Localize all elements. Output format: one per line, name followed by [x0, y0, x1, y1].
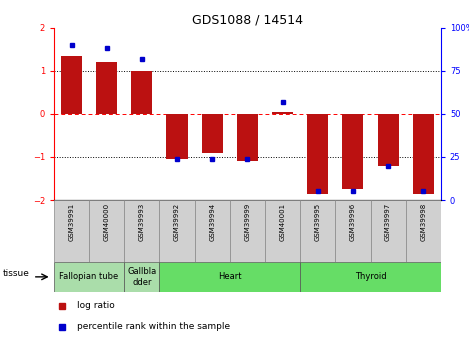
Bar — [342, 114, 363, 189]
Bar — [230, 200, 265, 262]
Bar — [237, 114, 258, 161]
Bar — [406, 200, 441, 262]
Text: GSM39996: GSM39996 — [350, 203, 356, 241]
Bar — [159, 200, 195, 262]
Bar — [202, 114, 223, 152]
Bar — [195, 200, 230, 262]
Text: GSM39995: GSM39995 — [315, 203, 321, 241]
Bar — [61, 56, 82, 114]
Bar — [307, 114, 328, 194]
Text: Thyroid: Thyroid — [355, 272, 386, 282]
Text: GSM39992: GSM39992 — [174, 203, 180, 241]
Bar — [378, 114, 399, 166]
Bar — [272, 112, 293, 114]
Text: Heart: Heart — [218, 272, 242, 282]
Bar — [54, 262, 124, 292]
Bar — [159, 262, 300, 292]
Bar — [124, 200, 159, 262]
Text: GSM39997: GSM39997 — [385, 203, 391, 241]
Bar — [335, 200, 371, 262]
Text: GSM39991: GSM39991 — [68, 203, 75, 241]
Bar — [166, 114, 188, 159]
Text: GSM39998: GSM39998 — [420, 203, 426, 241]
Title: GDS1088 / 14514: GDS1088 / 14514 — [192, 13, 303, 27]
Bar — [124, 262, 159, 292]
Text: GSM40001: GSM40001 — [280, 203, 286, 241]
Bar — [131, 71, 152, 114]
Text: GSM39993: GSM39993 — [139, 203, 145, 241]
Bar — [300, 262, 441, 292]
Text: Fallopian tube: Fallopian tube — [60, 272, 119, 282]
Bar — [265, 200, 300, 262]
Bar — [413, 114, 434, 194]
Bar — [371, 200, 406, 262]
Text: log ratio: log ratio — [77, 301, 115, 310]
Text: Gallbla
dder: Gallbla dder — [127, 267, 157, 287]
Bar — [89, 200, 124, 262]
Bar — [96, 62, 117, 114]
Text: GSM39994: GSM39994 — [209, 203, 215, 241]
Bar — [300, 200, 335, 262]
Text: tissue: tissue — [2, 269, 29, 278]
Text: percentile rank within the sample: percentile rank within the sample — [77, 322, 230, 332]
Bar — [54, 200, 89, 262]
Text: GSM39999: GSM39999 — [244, 203, 250, 241]
Text: GSM40000: GSM40000 — [104, 203, 110, 241]
